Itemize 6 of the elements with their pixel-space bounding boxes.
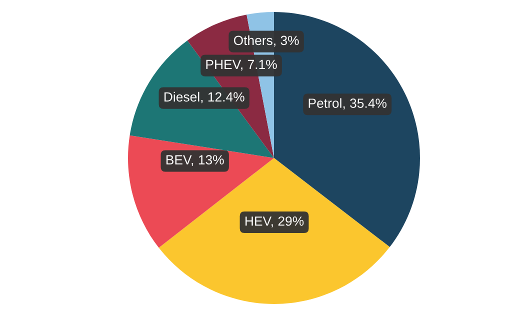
slice-label: Diesel, 12.4% — [164, 92, 244, 104]
slice-label: PHEV, 7.1% — [206, 60, 277, 71]
slice-label: Others, 3% — [234, 35, 299, 47]
slice-label: BEV, 13% — [166, 155, 224, 166]
slice-label: Petrol, 35.4% — [308, 98, 386, 110]
slice-label: HEV, 29% — [246, 216, 304, 228]
